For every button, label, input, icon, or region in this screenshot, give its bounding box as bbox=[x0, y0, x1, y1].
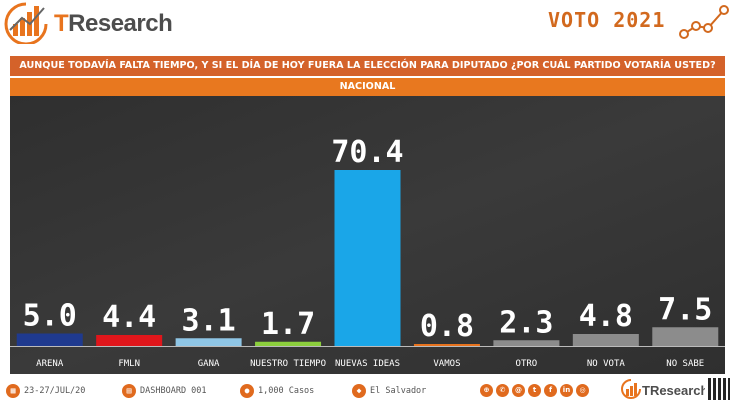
bar-gana bbox=[175, 338, 242, 346]
qr-code[interactable] bbox=[708, 378, 730, 400]
bar-arena bbox=[16, 333, 83, 346]
twitter-icon[interactable]: t bbox=[528, 384, 541, 397]
facebook-icon[interactable]: f bbox=[544, 384, 557, 397]
category-label: VAMOS bbox=[433, 359, 460, 369]
bar-vamos bbox=[413, 344, 480, 346]
footer-cases: ● 1,000 Casos bbox=[240, 384, 314, 398]
bar-chart-svg: 5.0 ARENA 4.4 FMLN 3.1 GANA 1.7 NUESTRO TIEMPO 7… bbox=[10, 96, 725, 374]
campaign-title: VOTO 2021 bbox=[548, 8, 666, 32]
bar-fmln bbox=[96, 335, 163, 346]
people-icon: ● bbox=[240, 384, 254, 398]
category-label: NO SABE bbox=[666, 359, 704, 369]
bar-nuevas-ideas bbox=[334, 170, 401, 346]
value-label: 4.4 bbox=[102, 300, 156, 335]
category-label: ARENA bbox=[36, 359, 64, 369]
category-label: FMLN bbox=[118, 359, 140, 369]
bar-no-sabe bbox=[652, 327, 719, 346]
value-label: 4.8 bbox=[579, 299, 633, 334]
location-icon: ◆ bbox=[352, 384, 366, 398]
footer-location: ◆ El Salvador bbox=[352, 384, 426, 398]
value-label: 0.8 bbox=[420, 309, 474, 344]
email-icon[interactable]: @ bbox=[512, 384, 525, 397]
value-label: 7.5 bbox=[658, 292, 712, 327]
category-label: GANA bbox=[198, 359, 220, 369]
scope-banner: NACIONAL bbox=[10, 78, 725, 96]
social-links: ⊕ ✆ @ t f in ◎ bbox=[480, 384, 592, 397]
value-label: 1.7 bbox=[261, 307, 315, 342]
category-label: NUESTRO TIEMPO bbox=[250, 359, 326, 369]
header: TResearch VOTO 2021 bbox=[0, 0, 735, 50]
value-label: 70.4 bbox=[331, 135, 403, 170]
value-label: 2.3 bbox=[499, 305, 553, 340]
tresearch-logo-icon bbox=[4, 2, 48, 44]
question-banner: AUNQUE TODAVÍA FALTA TIEMPO, Y SI EL DÍA… bbox=[10, 56, 725, 76]
bar-no-vota bbox=[572, 334, 639, 346]
bar-nuestro-tiempo bbox=[255, 341, 322, 346]
category-label: NO VOTA bbox=[587, 359, 626, 369]
web-icon[interactable]: ⊕ bbox=[480, 384, 493, 397]
footer-brand-text: TResearch bbox=[642, 383, 705, 398]
category-label: OTRO bbox=[516, 359, 538, 369]
whatsapp-icon[interactable]: ✆ bbox=[496, 384, 509, 397]
dashboard-icon: ▤ bbox=[122, 384, 136, 398]
footer-date: ▦ 23-27/JUL/20 bbox=[6, 384, 85, 398]
bar-chart: 5.0 ARENA 4.4 FMLN 3.1 GANA 1.7 NUESTRO TIEMPO 7… bbox=[10, 96, 725, 374]
footer-dashboard: ▤ DASHBOARD 001 bbox=[122, 384, 207, 398]
category-label: NUEVAS IDEAS bbox=[335, 359, 400, 369]
footer-brand-logo: TResearch bbox=[621, 379, 705, 399]
calendar-icon: ▦ bbox=[6, 384, 20, 398]
brand-title: TResearch bbox=[54, 10, 173, 37]
instagram-icon[interactable]: ◎ bbox=[576, 384, 589, 397]
chain-decoration-icon bbox=[679, 5, 729, 39]
bar-otro bbox=[493, 340, 560, 346]
footer: ▦ 23-27/JUL/20 ▤ DASHBOARD 001 ● 1,000 Caso… bbox=[0, 376, 735, 400]
value-label: 5.0 bbox=[23, 299, 77, 334]
linkedin-icon[interactable]: in bbox=[560, 384, 573, 397]
value-label: 3.1 bbox=[182, 303, 236, 338]
